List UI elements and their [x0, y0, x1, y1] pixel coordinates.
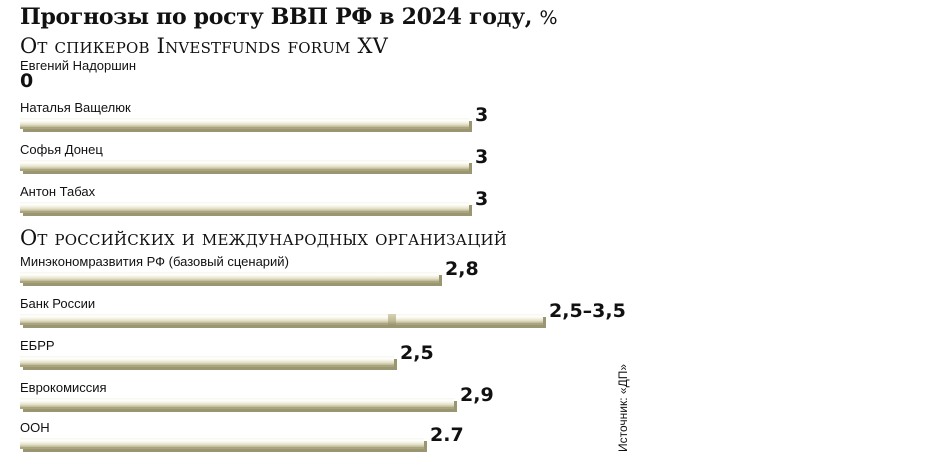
- section-title-organizations: От российских и международных организаци…: [20, 226, 508, 250]
- chart-title-text: Прогнозы по росту ВВП РФ в 2024 году,: [20, 4, 533, 30]
- chart-title-unit: %: [539, 7, 558, 29]
- bar-label-g0-i2: Софья Донец: [20, 142, 103, 157]
- bar-g1-i3: [20, 398, 454, 409]
- bar-label-g1-i0: Минэкономразвития РФ (базовый сценарий): [20, 254, 289, 269]
- bar-range-start-g1-i1: [388, 314, 396, 325]
- bar-g0-i3: [20, 202, 469, 213]
- bar-g1-i4: [20, 438, 424, 449]
- bar-value-g0-i3: 3: [475, 188, 489, 210]
- bar-label-g1-i3: Еврокомиссия: [20, 380, 107, 395]
- bar-g1-i2: [20, 356, 394, 367]
- source-text: Источник: «ДП»: [616, 364, 630, 452]
- section-title-speakers: От спикеров Investfunds forum XV: [20, 34, 389, 58]
- bar-g1-i1: [20, 314, 543, 325]
- bar-value-g1-i3: 2,9: [460, 384, 494, 406]
- bar-value-g1-i2: 2,5: [400, 342, 434, 364]
- bar-g0-i1: [20, 118, 469, 129]
- bar-label-g1-i2: ЕБРР: [20, 338, 55, 353]
- bar-value-g1-i1: 2,5–3,5: [549, 300, 626, 322]
- bar-value-g0-i2: 3: [475, 146, 489, 168]
- bar-label-g0-i3: Антон Табах: [20, 184, 96, 199]
- bar-g1-i0: [20, 272, 439, 283]
- bar-label-g1-i4: ООН: [20, 420, 50, 435]
- bar-value-g0-i1: 3: [475, 104, 489, 126]
- bar-label-g0-i0: Евгений Надоршин: [20, 58, 137, 73]
- bar-g0-i2: [20, 160, 469, 171]
- bar-label-g0-i1: Наталья Ващелюк: [20, 100, 131, 115]
- bar-value-g0-i0: 0: [20, 70, 34, 92]
- bar-value-g1-i4: 2.7: [430, 424, 464, 446]
- chart-title: Прогнозы по росту ВВП РФ в 2024 году, %: [20, 4, 558, 30]
- bar-label-g1-i1: Банк России: [20, 296, 96, 311]
- source-note: Источник: «ДП»: [616, 350, 632, 452]
- bar-value-g1-i0: 2,8: [445, 258, 479, 280]
